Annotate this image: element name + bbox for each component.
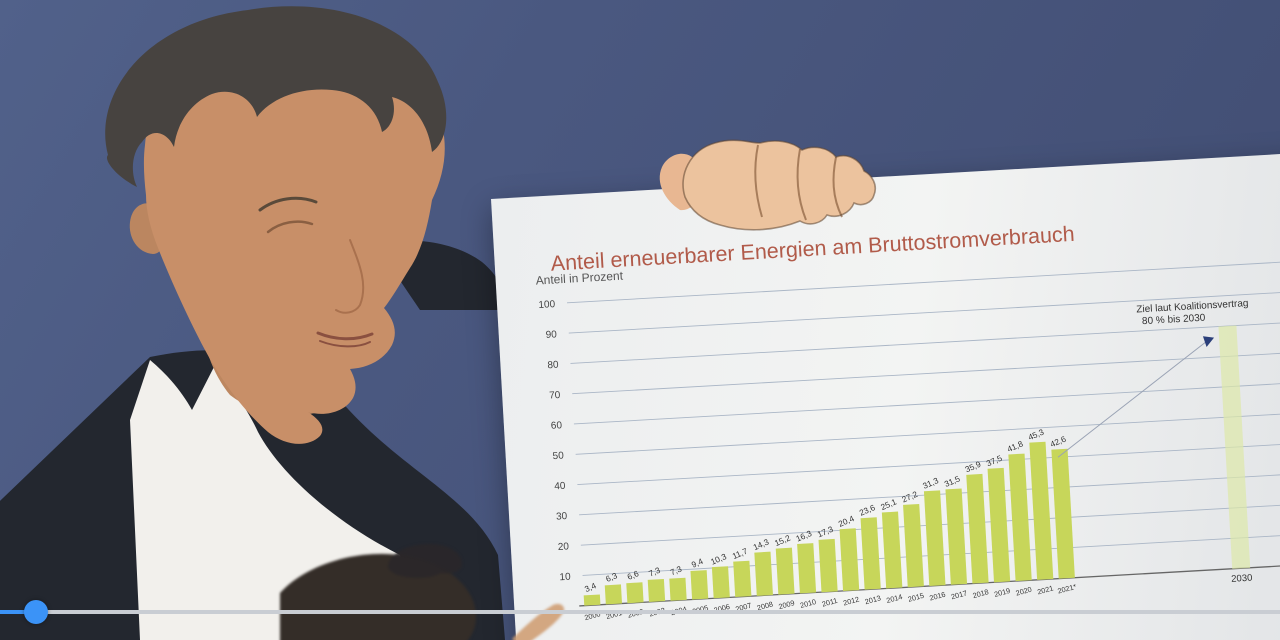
svg-text:2016: 2016 [928, 590, 946, 603]
svg-text:31,3: 31,3 [921, 475, 940, 491]
svg-text:20,4: 20,4 [837, 513, 856, 529]
svg-text:2030: 2030 [1231, 573, 1253, 585]
svg-text:80: 80 [547, 360, 559, 372]
svg-text:11,7: 11,7 [731, 546, 750, 561]
svg-text:2020: 2020 [1015, 585, 1033, 598]
svg-text:80 % bis 2030: 80 % bis 2030 [1142, 313, 1206, 328]
svg-text:2012: 2012 [842, 595, 860, 608]
svg-text:35,9: 35,9 [963, 459, 982, 475]
svg-text:16,3: 16,3 [794, 528, 813, 544]
svg-text:2015: 2015 [907, 591, 925, 604]
svg-text:14,3: 14,3 [752, 536, 771, 552]
svg-text:10,3: 10,3 [709, 551, 728, 567]
svg-text:42,6: 42,6 [1049, 433, 1068, 449]
svg-text:23,6: 23,6 [858, 502, 877, 518]
svg-text:17,3: 17,3 [816, 524, 835, 540]
svg-text:40: 40 [554, 481, 566, 493]
svg-text:2011: 2011 [821, 596, 839, 609]
svg-text:2013: 2013 [864, 593, 882, 606]
svg-text:2019: 2019 [993, 586, 1011, 599]
svg-text:50: 50 [552, 450, 564, 462]
svg-text:Anteil in Prozent: Anteil in Prozent [535, 269, 624, 288]
svg-text:70: 70 [549, 390, 561, 402]
svg-text:2018: 2018 [972, 587, 990, 600]
svg-text:37,5: 37,5 [985, 453, 1004, 469]
svg-text:2010: 2010 [799, 597, 817, 610]
svg-text:2017: 2017 [950, 588, 968, 601]
svg-text:30: 30 [556, 511, 568, 523]
svg-text:2021*: 2021* [1056, 582, 1077, 596]
svg-text:90: 90 [545, 329, 557, 341]
svg-text:31,5: 31,5 [943, 473, 962, 489]
svg-text:25,1: 25,1 [879, 496, 898, 512]
svg-text:27,2: 27,2 [900, 489, 919, 505]
svg-text:41,8: 41,8 [1006, 438, 1025, 454]
svg-text:2021: 2021 [1036, 583, 1054, 596]
svg-text:2014: 2014 [885, 592, 903, 605]
svg-text:15,2: 15,2 [773, 532, 792, 548]
svg-text:100: 100 [538, 299, 556, 311]
svg-text:60: 60 [551, 420, 563, 432]
